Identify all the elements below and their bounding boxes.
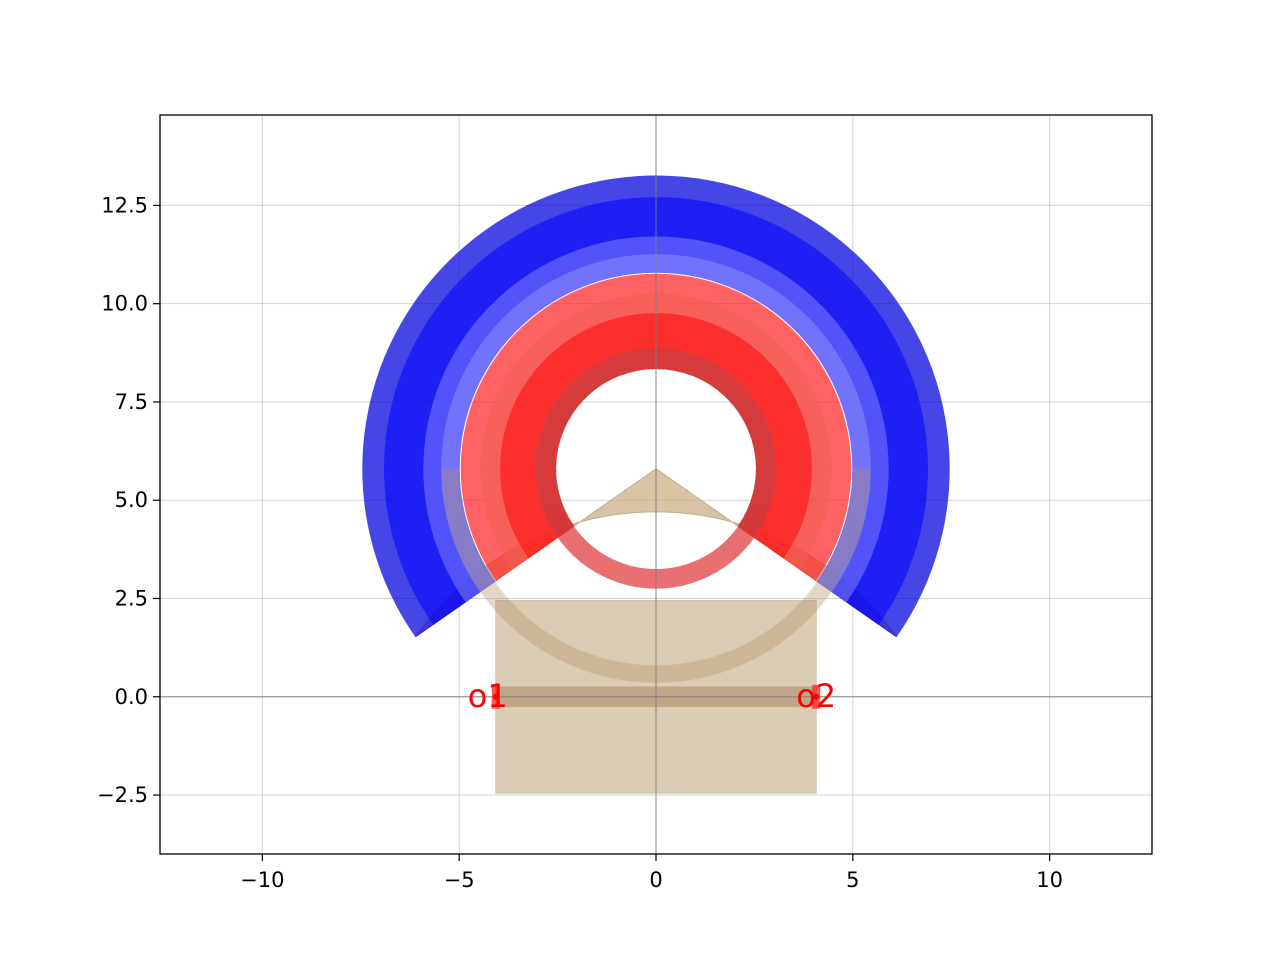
port-dot-o2 <box>813 693 820 700</box>
ring-band-2 <box>423 236 889 603</box>
x-tick-label: −5 <box>444 868 475 892</box>
ring-band-7 <box>535 348 777 539</box>
bottom-ring <box>543 503 769 589</box>
port-label-o1: o1 <box>468 677 508 715</box>
y-tick-label: 10.0 <box>101 292 148 316</box>
zero-axis-lines <box>160 115 1152 854</box>
port-label-o2: o2 <box>796 677 836 715</box>
y-tick-label: 0.0 <box>115 685 148 709</box>
x-tick-label: −10 <box>240 868 284 892</box>
axis-ticks: −10 −5 0 5 10 −2.5 0.0 2.5 5.0 7.5 10.0 12.5 <box>97 193 1063 892</box>
ring-band-3 <box>441 254 871 593</box>
x-tick-label: 10 <box>1036 868 1063 892</box>
x-tick-label: 5 <box>846 868 859 892</box>
y-tick-label: 12.5 <box>101 193 148 217</box>
y-tick-label: 7.5 <box>115 390 148 414</box>
ports: o1 o2 <box>468 677 836 715</box>
port-dot-o1 <box>492 693 499 700</box>
y-tick-label: 2.5 <box>115 586 148 610</box>
layout-shapes <box>362 175 950 794</box>
y-tick-label: 5.0 <box>115 488 148 512</box>
x-tick-label: 0 <box>649 868 662 892</box>
y-tick-label: −2.5 <box>97 783 148 807</box>
